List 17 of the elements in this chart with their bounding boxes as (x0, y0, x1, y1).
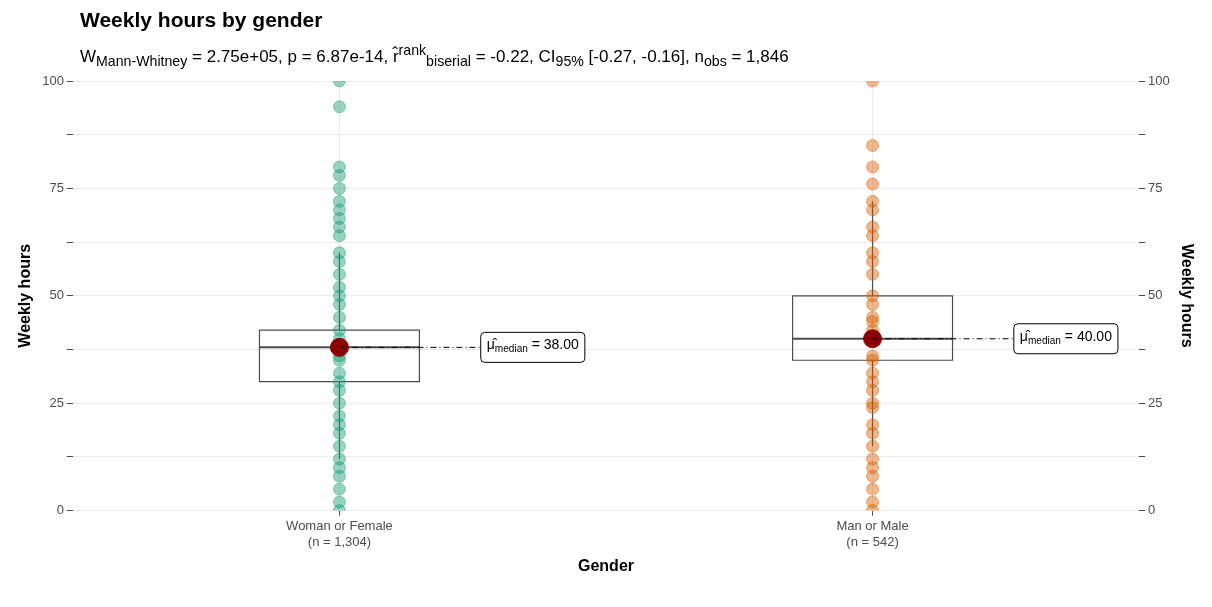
y-tick-label: 50 (49, 287, 64, 303)
chart-title: Weekly hours by gender (80, 8, 324, 32)
y2-tick-label: 0 (1148, 502, 1156, 518)
y2-tick-label: 100 (1148, 72, 1170, 88)
y2-tick-label: 50 (1148, 287, 1163, 303)
y2-axis-title: Weekly hours (1178, 243, 1196, 348)
x-tick-label: Woman or Female (n = 1,304) (286, 518, 393, 549)
y-tick-label: 75 (49, 180, 64, 196)
y2-tick-label: 25 (1148, 394, 1163, 410)
x-tick-label: Man or Male (n = 542) (836, 518, 909, 549)
y2-tick-label: 75 (1148, 180, 1163, 196)
y-tick-label: 100 (42, 72, 64, 88)
y-tick-label: 25 (49, 394, 64, 410)
text: W$_{Mann-Whitney}$ = 2.75e+05, p = 6.87e-14, r̂$^{rank}$$_{biserial}$ = -0.22, CI$_{95%}$ [-0.27, -0.16], n$_{obs}$ = 1,846 (80, 42, 789, 70)
y-axis-title: Weekly hours (16, 243, 34, 348)
y-tick-label: 0 (56, 502, 64, 518)
x-axis-title: Gender (577, 556, 635, 574)
